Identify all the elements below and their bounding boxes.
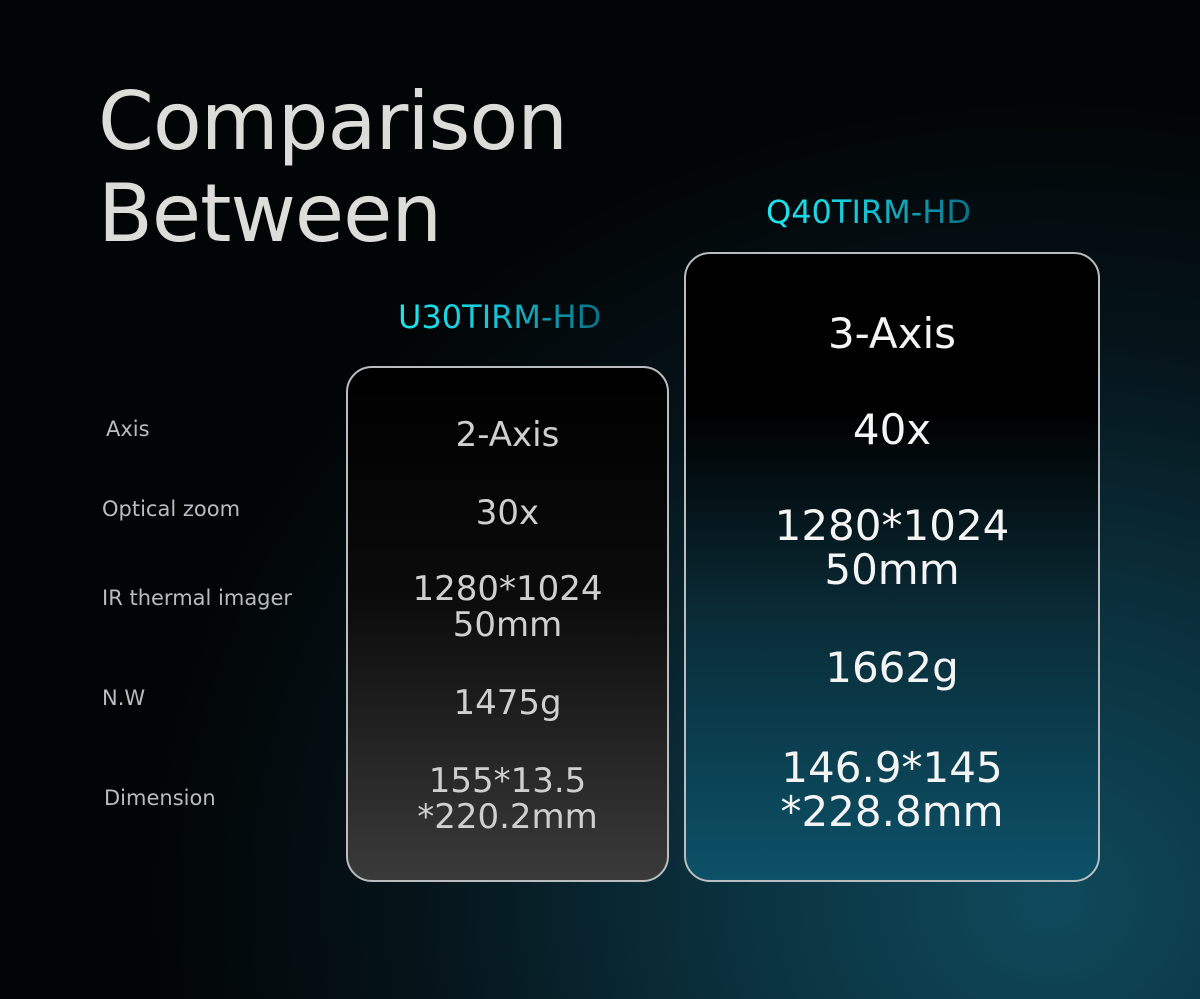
value-axis: 2-Axis (455, 415, 560, 455)
value-dimension: 146.9*145 *228.8mm (780, 743, 1004, 837)
product-name-q40: Q40TIRM-HD (766, 193, 971, 231)
value-dimension: 155*13.5 *220.2mm (417, 761, 598, 837)
product-card-u30: 2-Axis 30x 1280*1024 50mm 1475g 155*13.5 *… (346, 366, 669, 882)
label-nw: N.W (102, 686, 146, 710)
label-ir-thermal-imager: IR thermal imager (102, 586, 293, 610)
label-dimension: Dimension (104, 786, 216, 810)
title-line-1: Comparison (98, 75, 568, 168)
label-axis: Axis (106, 417, 150, 441)
value-nw: 1475g (453, 683, 562, 723)
product-card-q40: 3-Axis 40x 1280*1024 50mm 1662g 146.9*145… (684, 252, 1100, 882)
value-optical-zoom: 40x (852, 405, 932, 454)
value-nw: 1662g (825, 643, 959, 692)
title-line-2: Between (98, 167, 442, 260)
label-optical-zoom: Optical zoom (102, 497, 241, 521)
value-ir-thermal-imager: 1280*1024 50mm (412, 569, 603, 645)
value-optical-zoom: 30x (475, 493, 540, 533)
page-title: Comparison Between (98, 75, 568, 260)
value-axis: 3-Axis (827, 309, 957, 358)
product-name-u30: U30TIRM-HD (398, 298, 602, 336)
value-ir-thermal-imager: 1280*1024 50mm (774, 501, 1010, 595)
